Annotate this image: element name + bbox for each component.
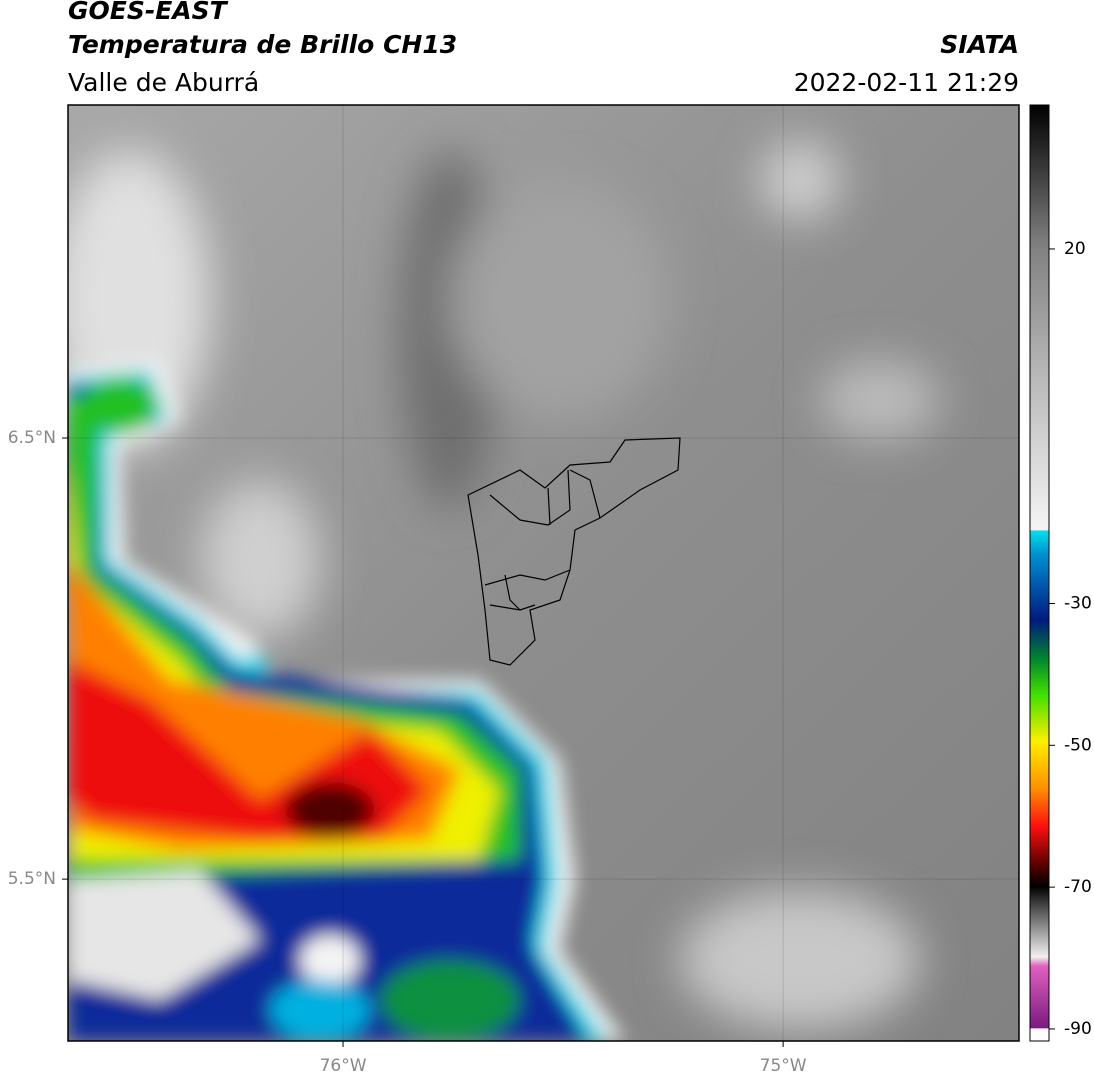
colorbar-tick-label: -90 xyxy=(1064,1019,1092,1039)
valle-aburra-outline xyxy=(467,437,681,666)
source: SIATA xyxy=(940,30,1019,59)
colorbar-tick-label: -50 xyxy=(1064,735,1092,755)
map-frame xyxy=(67,104,1020,1042)
colorbar-tick-label: 20 xyxy=(1064,239,1086,259)
satellite-image xyxy=(68,105,1019,1041)
colorbar-tick-label: -70 xyxy=(1064,877,1092,897)
region: Valle de Aburrá xyxy=(68,68,259,97)
colorbar-tick-label: -30 xyxy=(1064,593,1092,613)
title: GOES-EAST xyxy=(68,0,229,25)
lon-tick-label: 75°W xyxy=(760,1056,807,1076)
lat-tick-label: 6.5°N xyxy=(8,428,56,448)
datetime: 2022-02-11 21:29 xyxy=(794,68,1019,97)
lon-tick-label: 76°W xyxy=(320,1056,367,1076)
subtitle: Temperatura de Brillo CH13 xyxy=(68,30,457,59)
lat-tick-label: 5.5°N xyxy=(8,869,56,889)
colorbar xyxy=(1029,104,1050,1042)
